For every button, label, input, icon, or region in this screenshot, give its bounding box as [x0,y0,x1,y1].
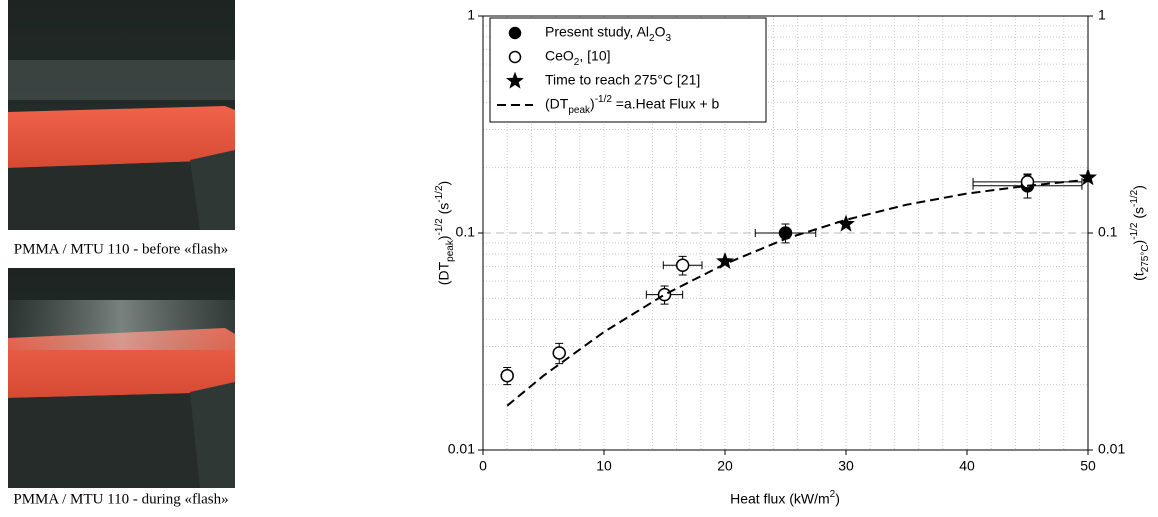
fit-line [506,178,1089,407]
x-tick-label: 30 [838,458,854,474]
legend-marker [508,26,522,40]
photo-caption: PMMA / MTU 110 - before «flash» [14,241,228,257]
x-tick-label: 50 [1080,458,1096,474]
y-axis-label: (DTpeak)-1/2 (s-1/2) [434,181,456,285]
photo-during [8,268,235,488]
circle-marker [552,346,566,360]
legend-marker [506,71,524,89]
photo-before [8,0,235,230]
y2-axis-label: (t275°C)-1/2 (s-1/2) [1129,185,1151,281]
legend-label: Time to reach 275°C [21] [545,72,700,88]
star-marker [1079,168,1097,186]
x-tick-label: 10 [596,458,612,474]
y-tick-label: 0.1 [456,224,476,240]
x-tick-label: 0 [479,458,487,474]
legend-label: Present study, Al2O3 [545,24,671,44]
y2-tick-label: 0.01 [1098,441,1125,457]
legend-marker [508,50,522,64]
x-axis-label: Heat flux (kW/m2) [730,489,840,507]
y2-tick-label: 0.1 [1098,224,1118,240]
y2-tick-label: 1 [1098,7,1106,23]
photo-caption: PMMA / MTU 110 - during «flash» [13,491,228,507]
legend-box [489,17,767,123]
circle-marker [675,258,690,273]
x-tick-label: 20 [717,458,733,474]
legend-label: CeO2, [10] [545,48,611,68]
y-tick-label: 1 [467,7,475,23]
circle-marker [500,368,514,383]
y-tick-label: 0.01 [448,441,475,457]
circle-marker [657,287,672,302]
x-tick-label: 40 [959,458,975,474]
